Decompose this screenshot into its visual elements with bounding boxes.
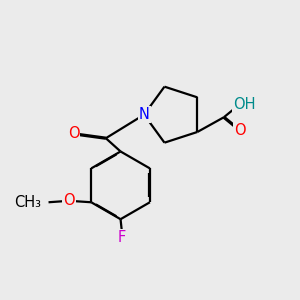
Text: OH: OH — [233, 97, 256, 112]
Text: F: F — [118, 230, 126, 245]
Text: N: N — [139, 107, 149, 122]
Text: O: O — [234, 123, 246, 138]
Text: CH₃: CH₃ — [14, 195, 41, 210]
Text: O: O — [68, 126, 79, 141]
Text: O: O — [63, 193, 75, 208]
